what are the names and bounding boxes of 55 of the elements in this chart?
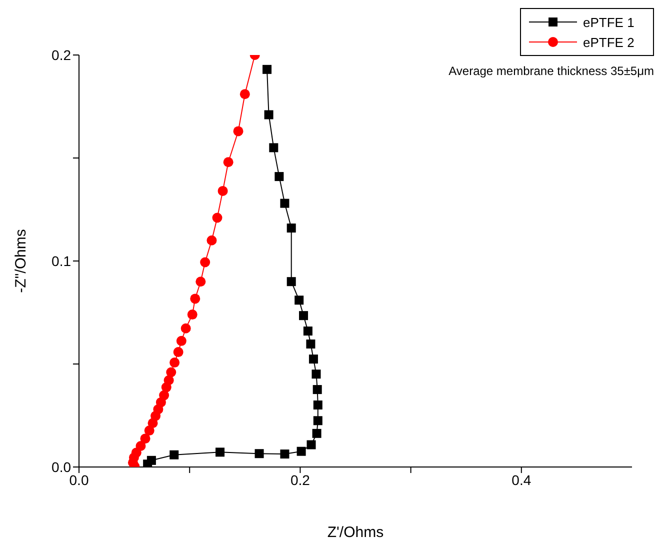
point: [212, 212, 222, 223]
y-tick-label: 0.0: [52, 458, 72, 475]
point: [262, 64, 272, 74]
point: [200, 257, 210, 268]
x-tick-label: 0.0: [69, 472, 89, 488]
point: [313, 400, 322, 410]
point: [196, 276, 206, 287]
y-tick-label: 0.2: [52, 46, 72, 63]
point: [303, 326, 312, 336]
x-axis-title: Z'/Ohms: [327, 524, 384, 541]
point: [140, 434, 150, 444]
point: [180, 323, 191, 334]
x-tick-label: 0.4: [512, 472, 532, 488]
point: [187, 310, 198, 320]
y-tick-label: 0.1: [52, 252, 72, 269]
legend-label: ePTFE 1: [583, 14, 634, 30]
point: [254, 449, 264, 458]
point: [146, 456, 156, 465]
point: [170, 358, 180, 368]
point: [164, 375, 174, 386]
point: [159, 390, 170, 400]
point: [233, 126, 244, 136]
point: [216, 448, 225, 457]
point: [280, 450, 290, 459]
point: [176, 336, 186, 346]
legend-label: ePTFE 2: [583, 34, 634, 50]
point: [313, 416, 322, 426]
point: [299, 311, 308, 320]
point: [312, 385, 322, 394]
point: [269, 143, 278, 152]
point: [240, 89, 250, 100]
point: [274, 172, 284, 182]
point: [218, 186, 228, 196]
point: [223, 157, 234, 168]
point: [308, 354, 318, 364]
point: [173, 347, 184, 358]
point: [170, 450, 179, 460]
point: [264, 110, 274, 120]
y-axis-title: -Z"/Ohms: [12, 229, 30, 293]
point: [144, 426, 154, 436]
point: [136, 440, 146, 451]
x-tick-label: 0.2: [290, 472, 310, 488]
point: [286, 277, 296, 286]
point: [206, 235, 217, 246]
point: [294, 296, 304, 305]
point: [280, 198, 290, 208]
point: [312, 428, 322, 438]
annotation: Average membrane thickness 35±5μm: [448, 64, 654, 78]
point: [286, 224, 296, 233]
point: [306, 440, 316, 450]
point: [296, 446, 306, 456]
point: [190, 294, 200, 304]
point: [166, 367, 176, 378]
point: [306, 340, 316, 349]
point: [312, 370, 321, 379]
